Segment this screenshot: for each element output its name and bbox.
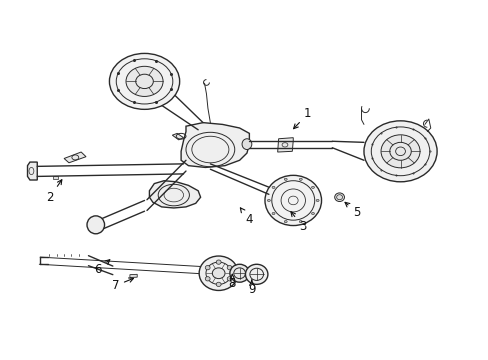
Ellipse shape [311, 212, 314, 215]
Polygon shape [130, 274, 137, 278]
Ellipse shape [199, 256, 238, 291]
Text: 1: 1 [293, 107, 311, 129]
Ellipse shape [109, 53, 179, 109]
Ellipse shape [284, 221, 286, 223]
Polygon shape [181, 123, 249, 167]
Ellipse shape [229, 264, 249, 282]
Ellipse shape [284, 178, 286, 180]
Ellipse shape [334, 193, 344, 202]
Ellipse shape [299, 178, 302, 180]
Ellipse shape [212, 268, 224, 279]
Ellipse shape [242, 139, 251, 149]
Ellipse shape [363, 121, 436, 182]
Text: 7: 7 [111, 278, 133, 292]
Ellipse shape [316, 199, 319, 202]
Ellipse shape [126, 66, 163, 96]
Polygon shape [149, 181, 200, 208]
Ellipse shape [245, 264, 267, 284]
Polygon shape [53, 176, 58, 179]
Ellipse shape [271, 186, 274, 188]
Polygon shape [27, 162, 37, 180]
Polygon shape [64, 152, 86, 163]
Ellipse shape [205, 276, 210, 281]
Ellipse shape [299, 221, 302, 223]
Text: 9: 9 [247, 280, 255, 296]
Ellipse shape [311, 186, 314, 188]
Ellipse shape [267, 199, 270, 202]
Text: 2: 2 [45, 180, 61, 204]
Polygon shape [172, 134, 183, 140]
Text: 5: 5 [345, 202, 360, 219]
Ellipse shape [227, 276, 232, 281]
Text: 3: 3 [290, 212, 306, 233]
Text: 8: 8 [228, 274, 236, 291]
Ellipse shape [87, 216, 104, 234]
Polygon shape [277, 138, 293, 152]
Text: 4: 4 [240, 208, 253, 226]
Ellipse shape [216, 282, 221, 287]
Ellipse shape [264, 175, 321, 226]
Ellipse shape [205, 266, 210, 270]
Ellipse shape [227, 266, 232, 270]
Ellipse shape [380, 135, 419, 168]
Text: 6: 6 [94, 260, 110, 276]
Ellipse shape [216, 260, 221, 264]
Ellipse shape [271, 212, 274, 215]
